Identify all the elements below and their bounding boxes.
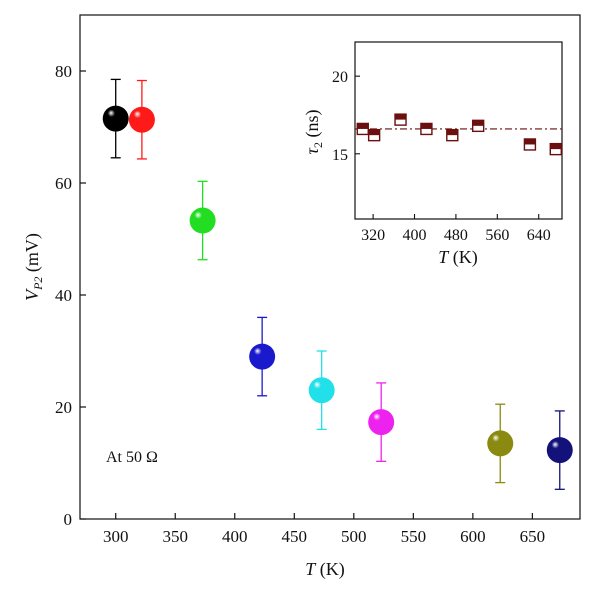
inset-data-point xyxy=(446,128,459,142)
inset-y-tick-label: 20 xyxy=(332,69,348,86)
main-y-tick-label: 0 xyxy=(64,510,73,529)
inset-y-axis-label-subscript: 2 xyxy=(311,142,325,148)
data-point-sphere xyxy=(487,430,514,457)
inset-x-tick-label: 480 xyxy=(444,227,468,244)
inset-data-points xyxy=(356,113,562,156)
data-point-sphere xyxy=(308,377,335,404)
main-data-points xyxy=(102,78,573,490)
main-x-tick-label: 650 xyxy=(520,527,546,546)
inset-marker-fill xyxy=(368,129,380,136)
main-y-axis-label: VP2 (mV) xyxy=(22,233,45,301)
main-y-tick-label: 80 xyxy=(55,62,72,81)
main-x-tick-label: 350 xyxy=(162,527,188,546)
main-x-tick-label: 400 xyxy=(222,527,248,546)
data-point-sphere xyxy=(368,409,395,436)
inset-x-tick-label: 320 xyxy=(361,227,385,244)
main-x-tick-label: 300 xyxy=(103,527,129,546)
data-point-sphere xyxy=(128,106,155,133)
inset-y-axis-label: τ2 (ns) xyxy=(302,110,325,155)
inset-x-tick-label: 400 xyxy=(403,227,427,244)
main-y-axis-label-subscript: P2 xyxy=(31,277,45,291)
data-point-sphere xyxy=(249,343,276,370)
inset-x-tick-label: 560 xyxy=(485,227,509,244)
main-x-axis-label-unit: (K) xyxy=(315,559,345,580)
inset-data-point xyxy=(367,128,381,142)
main-y-tick-label: 60 xyxy=(55,174,72,193)
inset-data-point xyxy=(420,122,433,136)
inset-marker-fill xyxy=(357,123,369,129)
inset-x-axis-label-unit: (K) xyxy=(448,247,478,268)
inset-marker-fill xyxy=(550,143,562,150)
main-plot-frame xyxy=(79,14,581,520)
main-y-axis-label-unit: (mV) xyxy=(22,233,43,277)
main-x-tick-label: 600 xyxy=(460,527,486,546)
main-y-tick-label: 20 xyxy=(55,398,72,417)
data-point-sphere xyxy=(102,105,129,132)
main-x-tick-label: 550 xyxy=(401,527,427,546)
inset-plot-frame xyxy=(354,41,563,220)
main-x-ticks: 300 350 400 450 500 550 600 650 xyxy=(103,513,545,546)
inset-marker-fill xyxy=(420,123,432,129)
data-point-sphere xyxy=(546,437,573,464)
main-x-axis-label: T (K) xyxy=(305,559,345,580)
inset-y-axis-label-unit: (ns) xyxy=(302,110,323,143)
inset-data-point xyxy=(549,142,562,156)
inset-y-tick-label: 15 xyxy=(332,147,348,164)
inset-data-point xyxy=(523,138,537,151)
main-y-ticks: 0 20 40 60 80 xyxy=(55,62,86,529)
impedance-annotation: At 50 Ω xyxy=(106,449,158,466)
main-x-axis-label-symbol: T xyxy=(305,559,317,579)
inset-marker-fill xyxy=(446,129,458,136)
inset-y-axis-label-symbol: τ xyxy=(302,147,322,154)
main-y-axis-label-symbol: V xyxy=(22,288,42,301)
main-x-tick-label: 450 xyxy=(282,527,308,546)
inset-x-axis-label-symbol: T xyxy=(438,247,450,267)
inset-data-point xyxy=(471,119,485,133)
inset-data-point xyxy=(356,122,369,136)
inset-marker-fill xyxy=(395,114,407,120)
inset-marker-fill xyxy=(524,138,536,145)
inset-marker-fill xyxy=(472,120,484,126)
main-y-tick-label: 40 xyxy=(55,286,72,305)
main-x-tick-label: 500 xyxy=(341,527,367,546)
main-plot: 300 350 400 450 500 550 600 650 0 20 40 60 80 At 50… xyxy=(22,14,581,580)
data-point-sphere xyxy=(189,207,216,234)
inset-data-point xyxy=(394,113,407,126)
inset-x-tick-label: 640 xyxy=(527,227,551,244)
inset-x-axis-label: T (K) xyxy=(438,247,478,268)
inset-x-ticks: 320 400 480 560 640 xyxy=(361,214,551,244)
